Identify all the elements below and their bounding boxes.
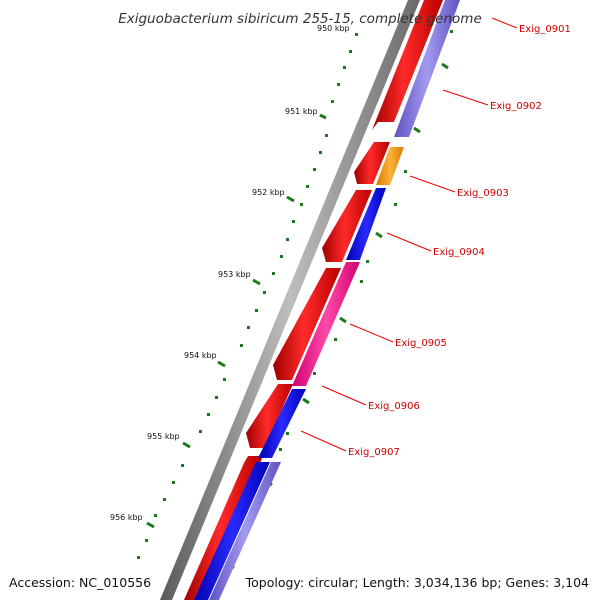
gene-block-blue-0904 [346,188,386,260]
gene-leader-lines [300,17,518,452]
gene-arrow-0904-forward [322,190,372,262]
reverse-strand-genes [194,0,460,600]
backbone-ring [160,0,420,600]
gene-block-pink-0905 [292,262,360,386]
gene-labels: Exig_0901 Exig_0902 Exig_0903 Exig_0904 … [348,24,571,458]
scale-label-954: 954 kbp [184,351,217,360]
gene-block-lavender-bottom [209,462,281,600]
topology-text: Topology: circular; Length: 3,034,136 bp… [245,575,589,590]
gene-label-exig-0902[interactable]: Exig_0902 [490,101,542,112]
gene-label-exig-0904[interactable]: Exig_0904 [433,247,485,258]
scale-label-955: 955 kbp [147,432,180,441]
gene-block-orange [376,147,404,185]
gene-arrow-0906-forward [246,384,293,448]
scale-label-953: 953 kbp [218,270,251,279]
accession-text: Accession: NC_010556 [9,575,151,590]
gene-label-exig-0901[interactable]: Exig_0901 [519,24,571,35]
gene-label-exig-0906[interactable]: Exig_0906 [368,401,420,412]
scale-labels: 950 kbp 951 kbp 952 kbp 953 kbp 954 kbp … [110,24,350,522]
gene-arrow-0905-forward [273,268,341,380]
gene-arrow-exig-0901-forward [372,0,443,130]
gene-block-blue-bottom [194,462,270,600]
scale-label-956: 956 kbp [110,513,143,522]
map-title: Exiguobacterium sibiricum 255-15, comple… [118,11,482,27]
gene-label-exig-0905[interactable]: Exig_0905 [395,338,447,349]
scale-label-950: 950 kbp [317,24,350,33]
scale-label-951: 951 kbp [285,107,318,116]
major-tick-marks [146,62,449,570]
forward-strand-genes [184,0,443,600]
gene-label-exig-0903[interactable]: Exig_0903 [457,188,509,199]
scale-label-952: 952 kbp [252,188,285,197]
gene-label-exig-0907[interactable]: Exig_0907 [348,447,400,458]
gene-block-blue-0906 [258,389,306,458]
gene-block-lavender-top [394,0,460,137]
gene-arrow-0902 [354,142,390,184]
